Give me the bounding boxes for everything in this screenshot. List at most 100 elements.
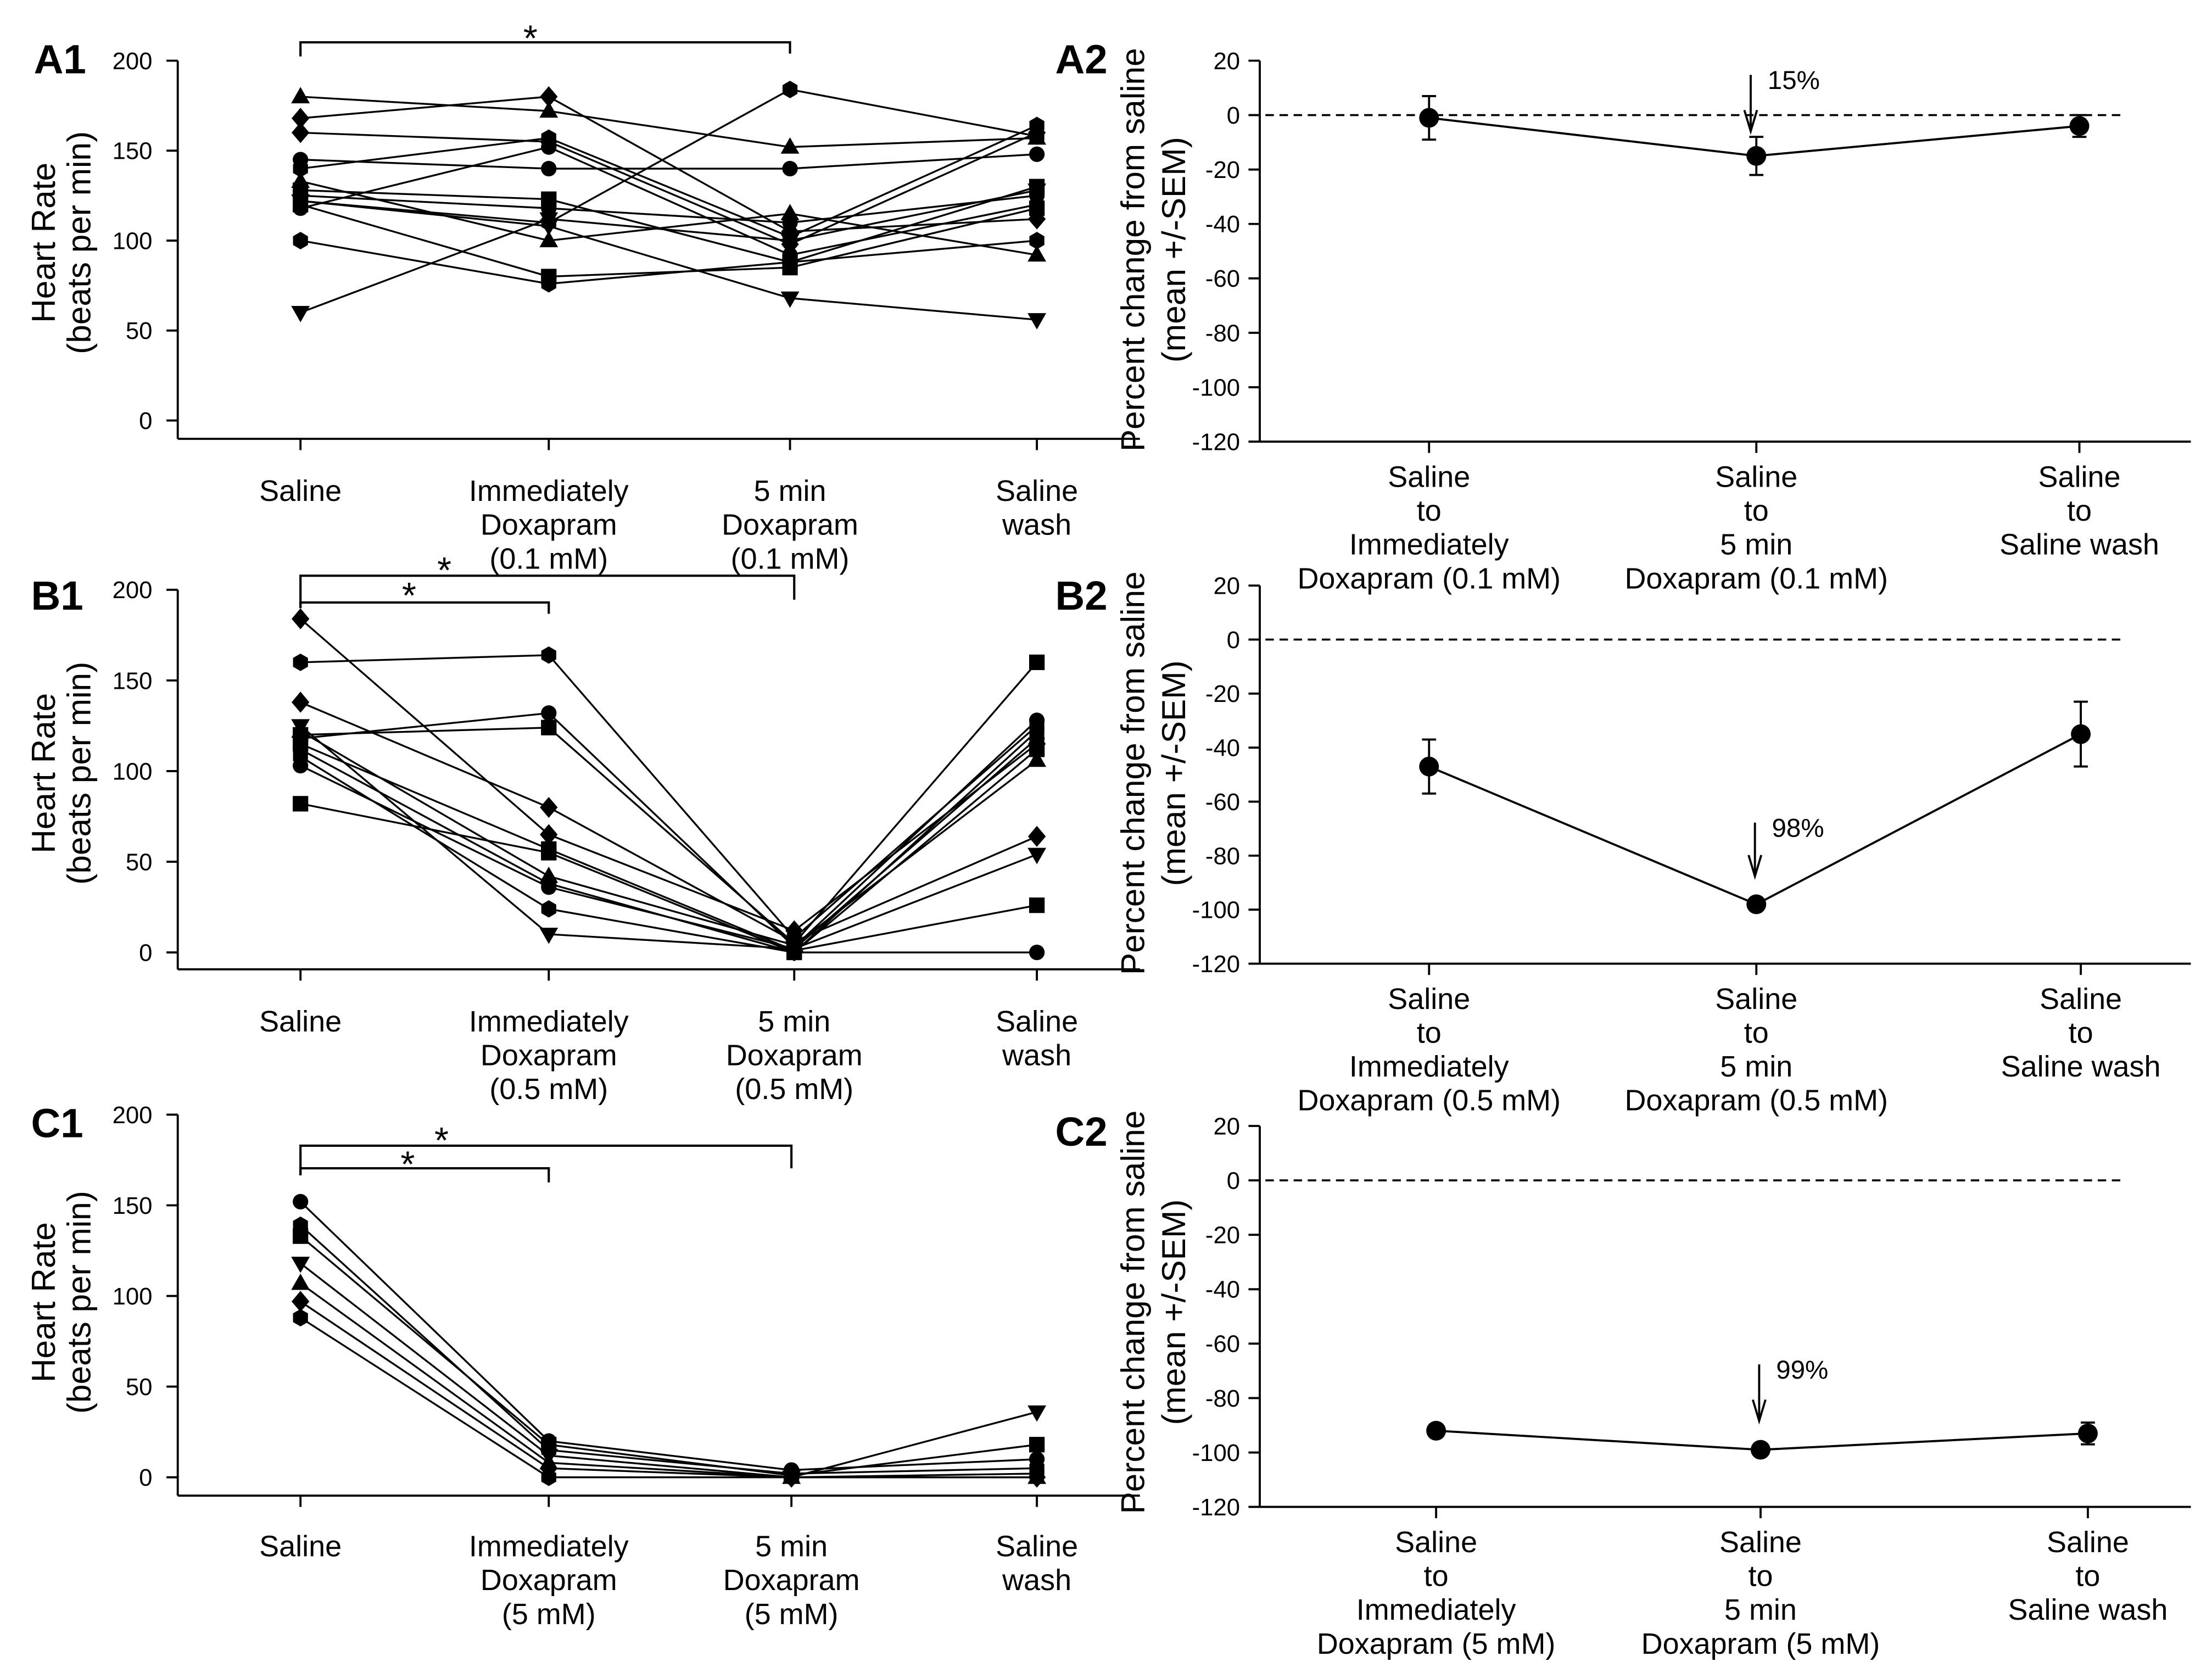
b1-bracket-label-1: *	[437, 550, 451, 591]
b1-category-3-line-1: wash	[1002, 1039, 1071, 1072]
b1-series-6-point-3	[1029, 712, 1045, 728]
a1-series-3-point-1	[541, 160, 557, 177]
a1-series-10-line	[300, 200, 1037, 321]
a1-series-8-line	[300, 88, 1037, 224]
a2-ytick-label-6: -100	[1192, 374, 1240, 401]
a1-series-3-point-3	[1029, 146, 1045, 162]
b1-bracket-1	[299, 575, 796, 609]
a2-category-0-line-0: Saline	[1388, 460, 1470, 493]
a1-series-0-point-2	[780, 137, 800, 154]
b1-series-1-point-0	[293, 653, 308, 671]
c1-category-1-line-1: Doxapram	[481, 1564, 617, 1597]
a2-ytick-label-5: -80	[1205, 320, 1240, 347]
b2-category-1-line-0: Saline	[1715, 983, 1797, 1016]
c1-category-3-line-0: Saline	[996, 1530, 1078, 1563]
a1-panel-label: A1	[34, 37, 86, 82]
a1-series-5-point-1	[539, 231, 558, 248]
b1-series-10-line	[300, 738, 1038, 950]
b2-mean-point-0	[1419, 756, 1439, 777]
b1-ylabel-line-0: Heart Rate	[25, 693, 62, 854]
a1-series-5-point-3	[1027, 245, 1047, 262]
b1-ytick-label-0: 0	[139, 939, 152, 966]
c1-series-2-point-0	[293, 1228, 309, 1244]
c2-panel-label: C2	[1055, 1109, 1108, 1155]
b2-panel-label: B2	[1055, 573, 1108, 618]
b1-bracket-label-0: *	[402, 576, 416, 616]
b2-ytick-label-5: -80	[1205, 843, 1240, 869]
b2-ylabel-line-0: Percent change from saline	[1114, 571, 1151, 975]
a1-ytick-label-1: 50	[126, 317, 153, 344]
a1-series-12-point-2	[782, 253, 798, 271]
b2-ytick-label-7: -120	[1192, 951, 1240, 978]
c1-ytick-label-0: 0	[139, 1464, 152, 1491]
c1-category-2-line-0: 5 min	[755, 1530, 828, 1563]
c2-category-0-line-0: Saline	[1395, 1526, 1477, 1559]
a1-series-12-point-3	[1029, 232, 1044, 249]
b1-category-0-line-0: Saline	[259, 1005, 342, 1038]
a2-mean-point-1	[1746, 146, 1767, 166]
a1-series-13-line	[300, 189, 1037, 314]
a1-series-12-point-0	[293, 232, 308, 249]
b2-category-1-line-1: to	[1744, 1016, 1769, 1049]
c2-ytick-label-1: 0	[1227, 1168, 1240, 1195]
c2-ytick-label-0: 20	[1213, 1113, 1240, 1140]
b2-ytick-label-1: 0	[1227, 627, 1240, 654]
b1-category-1-line-0: Immediately	[469, 1005, 629, 1038]
a1-series-11-point-1	[541, 139, 557, 155]
a2-panel-label: A2	[1055, 37, 1108, 82]
c1-category-1-line-2: (5 mM)	[502, 1598, 596, 1631]
c2-category-0-line-3: Doxapram (5 mM)	[1317, 1627, 1556, 1660]
c1-category-1-line-0: Immediately	[469, 1530, 629, 1563]
b1-category-2-line-0: 5 min	[758, 1005, 830, 1038]
a1-series-0-point-0	[291, 87, 310, 104]
b2-arrow-label: 98%	[1772, 813, 1824, 843]
a2-ylabel-line-0: Percent change from saline	[1114, 48, 1151, 451]
c2-mean-point-1	[1750, 1440, 1770, 1460]
a1-category-2-line-2: (0.1 mM)	[731, 542, 850, 575]
b2-ytick-label-0: 20	[1213, 573, 1240, 600]
c1-bracket-label-0: *	[400, 1144, 415, 1185]
a1-series-10-point-2	[780, 291, 800, 308]
c1-bracket-label-1: *	[434, 1120, 449, 1161]
b1-category-1-line-1: Doxapram	[481, 1039, 617, 1072]
b1-series-7-point-3	[1029, 897, 1045, 913]
c2-ytick-label-6: -100	[1192, 1440, 1240, 1466]
a1-series-8-point-2	[782, 80, 798, 98]
a1-series-7-point-2	[782, 215, 798, 231]
b1-series-11-point-0	[293, 796, 309, 812]
c1-series-2-point-3	[1029, 1437, 1045, 1453]
c1-series-5-point-0	[291, 1291, 310, 1312]
b1-series-10-point-1	[541, 879, 557, 895]
b1-category-3-line-0: Saline	[996, 1005, 1078, 1038]
c2-category-0-line-2: Immediately	[1356, 1593, 1516, 1626]
c1-series-6-point-1	[541, 1468, 556, 1486]
c2-ytick-label-4: -60	[1205, 1331, 1240, 1358]
a2-category-0-line-1: to	[1417, 494, 1442, 527]
a2-category-1-line-2: 5 min	[1720, 528, 1792, 561]
a1-bracket-label-0: *	[523, 19, 538, 59]
b2-panel: B2 200-20-40-60-80-100-120SalinetoImmedia…	[1055, 571, 2191, 1117]
c1-panel-label: C1	[31, 1101, 83, 1146]
a1-series-5-point-2	[780, 204, 800, 221]
a1-series-1-point-1	[540, 86, 558, 108]
b1-series-1-point-1	[541, 646, 556, 664]
a1-series-11-line	[300, 146, 1037, 256]
a1-series-3-line	[300, 153, 1037, 170]
b1-series-8-point-3	[1029, 944, 1045, 961]
c1-series-1-line	[300, 1224, 1037, 1475]
a2-ytick-label-2: -20	[1205, 157, 1240, 183]
b1-panel-label: B1	[31, 573, 83, 618]
b1-series-2-point-0	[291, 691, 310, 713]
b1-series-7-line	[300, 743, 1037, 952]
c2-ylabel-line-1: (mean +/-SEM)	[1155, 1200, 1192, 1425]
c1-bracket-0	[299, 1167, 550, 1183]
a1-series-7-point-1	[541, 200, 557, 216]
b2-category-0-line-0: Saline	[1388, 983, 1470, 1016]
a1-series-13-point-1	[539, 212, 558, 229]
b1-series-2-point-3	[1027, 826, 1046, 847]
b1-series-4-line	[300, 730, 1038, 946]
a1-category-1-line-2: (0.1 mM)	[489, 542, 608, 575]
c1-series-0-line	[300, 1201, 1037, 1471]
a1-series-7-line	[300, 194, 1037, 224]
